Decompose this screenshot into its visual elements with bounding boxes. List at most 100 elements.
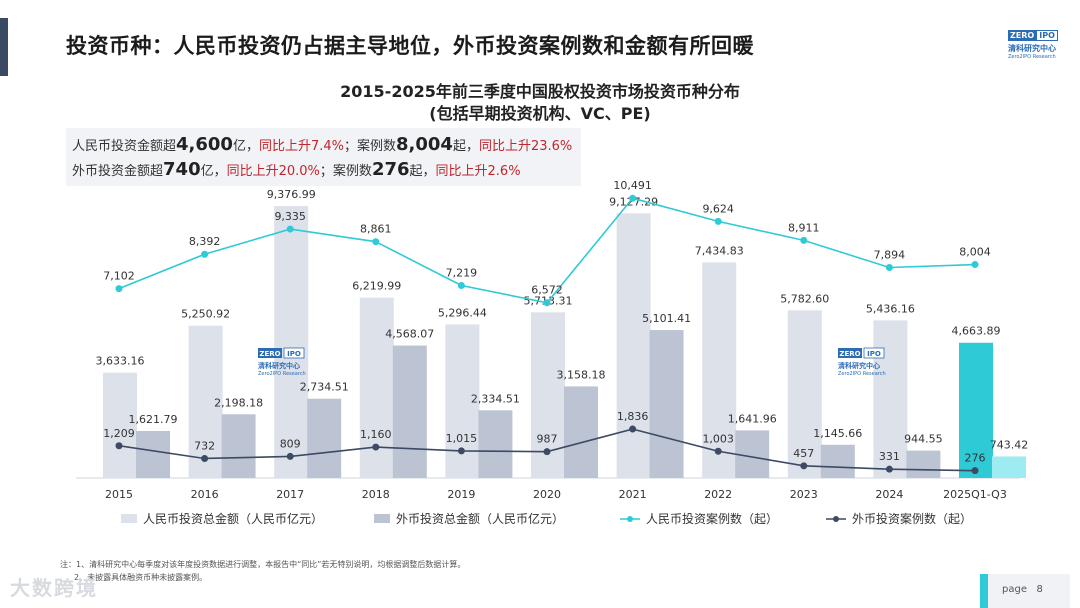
summary-text: 亿， bbox=[200, 164, 227, 179]
bar-rmb-amount bbox=[873, 320, 908, 478]
chart-logo-2-ipo: IPO bbox=[867, 350, 881, 358]
legend-marker-3 bbox=[627, 516, 633, 522]
legend-swatch-2 bbox=[374, 514, 390, 523]
summary-row-foreign: 外币投资金额超740亿，同比上升20.0%；案例数276起，同比上升2.6% bbox=[72, 159, 521, 180]
rmb-cases-point bbox=[115, 285, 123, 293]
legend-swatch-1 bbox=[121, 514, 137, 523]
rmb-cases-label: 6,572 bbox=[531, 284, 563, 297]
foreign-cases-point bbox=[201, 454, 209, 462]
foreign-cases-point bbox=[629, 425, 637, 433]
bar-rmb-amount bbox=[959, 342, 993, 478]
foreign-cases-label: 457 bbox=[793, 447, 814, 460]
label-foreign-amount: 944.55 bbox=[904, 433, 943, 446]
x-tick-label: 2022 bbox=[704, 488, 732, 501]
bar-rmb-amount bbox=[702, 262, 737, 478]
summary-value: 4,600 bbox=[176, 134, 233, 155]
rmb-cases-label: 8,392 bbox=[189, 235, 221, 248]
x-tick-label: 2016 bbox=[191, 488, 219, 501]
rmb-cases-point bbox=[543, 299, 551, 307]
foreign-cases-label: 1,209 bbox=[103, 427, 135, 440]
rmb-cases-label: 9,335 bbox=[274, 210, 306, 223]
x-tick-label: 2025Q1-Q3 bbox=[943, 488, 1007, 501]
foreign-cases-point bbox=[971, 467, 979, 475]
rmb-cases-point bbox=[201, 250, 209, 258]
logo-zero: ZERO bbox=[1008, 30, 1037, 41]
x-tick-label: 2024 bbox=[875, 488, 903, 501]
summary-value: 740 bbox=[163, 159, 201, 180]
legend-label-2: 外币投资总金额（人民币亿元） bbox=[396, 511, 564, 526]
rmb-cases-point bbox=[885, 263, 893, 271]
legend-marker-4 bbox=[833, 516, 839, 522]
chart-title: 2015-2025年前三季度中国股权投资市场投资币种分布 bbox=[340, 82, 740, 101]
foreign-cases-label: 1,015 bbox=[446, 432, 478, 445]
rmb-cases-label: 8,004 bbox=[959, 246, 991, 259]
logo-cn: 清科研究中心 bbox=[1008, 44, 1056, 53]
label-foreign-amount: 1,621.79 bbox=[129, 413, 178, 426]
label-foreign-amount: 743.42 bbox=[990, 438, 1029, 451]
page-badge-accent bbox=[980, 574, 988, 608]
label-rmb-amount: 6,219.99 bbox=[352, 280, 401, 293]
page-number: page 8 bbox=[1002, 584, 1043, 595]
foreign-cases-point bbox=[885, 465, 893, 473]
label-foreign-amount: 1,145.66 bbox=[813, 427, 862, 440]
summary-text: 外币投资金额超 bbox=[72, 164, 164, 179]
bar-foreign-amount bbox=[649, 330, 684, 478]
rmb-cases-label: 7,894 bbox=[874, 248, 906, 261]
chart-logo-2-zero-box bbox=[838, 348, 862, 358]
label-foreign-amount: 2,198.18 bbox=[214, 396, 263, 409]
logo-ipo: IPO bbox=[1036, 30, 1058, 41]
page-badge: page 8 bbox=[980, 574, 1070, 608]
foreign-cases-label: 987 bbox=[537, 433, 558, 446]
summary-growth: 同比上升23.6% bbox=[478, 139, 573, 154]
rmb-cases-label: 8,861 bbox=[360, 223, 392, 236]
rmb-cases-label: 8,911 bbox=[788, 221, 820, 234]
chart-subtitle: (包括早期投资机构、VC、PE) bbox=[429, 104, 651, 123]
bar-rmb-amount bbox=[359, 297, 394, 478]
foreign-cases-point bbox=[800, 462, 808, 470]
chart-logo-1-zero-box bbox=[258, 348, 282, 358]
label-foreign-amount: 4,568.07 bbox=[385, 328, 434, 341]
bar-rmb-amount bbox=[616, 213, 651, 478]
footnote-line-1: 注：1、清科研究中心每季度对该年度投资数据进行调整，本报告中“同比”若无特别说明… bbox=[60, 560, 466, 569]
x-tick-label: 2020 bbox=[533, 488, 561, 501]
foreign-cases-label: 1,836 bbox=[617, 410, 649, 423]
bar-rmb-amount bbox=[103, 372, 137, 478]
bar-foreign-amount bbox=[564, 386, 598, 478]
watermark: 大数跨境 bbox=[10, 576, 98, 600]
rmb-cases-point bbox=[457, 281, 465, 289]
foreign-cases-point bbox=[714, 447, 722, 455]
x-tick-label: 2015 bbox=[105, 488, 133, 501]
foreign-cases-point bbox=[457, 447, 465, 455]
rmb-cases-point bbox=[971, 261, 979, 269]
bar-foreign-amount bbox=[392, 345, 427, 478]
summary-text: 亿， bbox=[232, 139, 259, 154]
foreign-cases-point bbox=[286, 452, 294, 460]
foreign-cases-label: 809 bbox=[280, 437, 301, 450]
rmb-cases-point bbox=[629, 194, 637, 202]
rmb-cases-label: 7,219 bbox=[446, 266, 478, 279]
summary-box: 人民币投资金额超4,600亿，同比上升7.4%；案例数8,004起，同比上升23… bbox=[66, 128, 581, 186]
bar-foreign-amount bbox=[735, 430, 770, 478]
label-rmb-amount: 9,127.29 bbox=[609, 195, 658, 208]
label-foreign-amount: 1,641.96 bbox=[728, 412, 777, 425]
rmb-cases-point bbox=[286, 225, 294, 233]
chart-logo-1-ipo: IPO bbox=[287, 350, 301, 358]
label-foreign-amount: 2,334.51 bbox=[471, 392, 520, 405]
rmb-cases-label: 10,491 bbox=[613, 179, 652, 192]
foreign-cases-label: 732 bbox=[194, 439, 215, 452]
chart-logo-2-en: Zero2IPO Research bbox=[838, 371, 886, 377]
bar-foreign-amount bbox=[221, 414, 256, 478]
summary-growth: 同比上升20.0% bbox=[226, 164, 320, 179]
label-rmb-amount: 5,296.44 bbox=[438, 306, 487, 319]
x-tick-label: 2019 bbox=[447, 488, 475, 501]
legend-label-3: 人民币投资案例数（起） bbox=[646, 511, 778, 526]
rmb-cases-label: 7,102 bbox=[103, 270, 135, 283]
summary-growth: 同比上升2.6% bbox=[435, 164, 521, 179]
foreign-cases-point bbox=[115, 442, 123, 450]
summary-value: 8,004 bbox=[396, 134, 453, 155]
chart-logo-2-ipo-box bbox=[863, 347, 885, 359]
bar-rmb-amount bbox=[274, 206, 309, 478]
label-rmb-amount: 5,782.60 bbox=[780, 292, 829, 305]
bar-foreign-amount bbox=[136, 430, 170, 478]
